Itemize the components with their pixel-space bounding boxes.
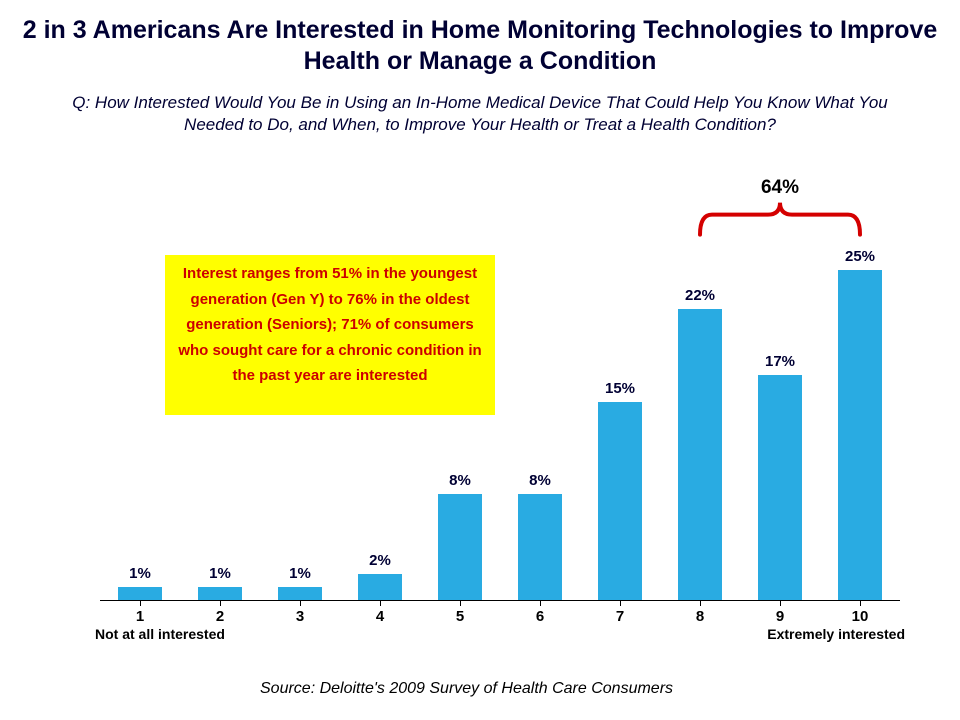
x-tick-label: 9 [750,608,810,625]
x-tick-label: 4 [350,608,410,625]
x-tick [300,600,301,606]
chart-title: 2 in 3 Americans Are Interested in Home … [0,15,960,78]
bar-chart: 1%11%21%32%48%58%615%722%817%925%10Not a… [100,230,900,600]
x-tick [380,600,381,606]
x-tick [460,600,461,606]
x-tick [540,600,541,606]
bracket-label: 64% [740,177,820,199]
axis-right-label: Extremely interested [767,626,905,642]
x-tick [620,600,621,606]
x-tick-label: 6 [510,608,570,625]
x-tick-label: 8 [670,608,730,625]
axis-left-label: Not at all interested [95,626,225,642]
x-tick [140,600,141,606]
x-tick [860,600,861,606]
x-tick [220,600,221,606]
x-tick [780,600,781,606]
x-tick-label: 1 [110,608,170,625]
source-text: Source: Deloitte's 2009 Survey of Health… [260,680,673,698]
bracket-icon [100,230,900,600]
x-tick-label: 7 [590,608,650,625]
x-tick-label: 2 [190,608,250,625]
x-tick-label: 5 [430,608,490,625]
chart-subtitle: Q: How Interested Would You Be in Using … [0,92,960,136]
x-tick-label: 10 [830,608,890,625]
x-tick-label: 3 [270,608,330,625]
x-tick [700,600,701,606]
